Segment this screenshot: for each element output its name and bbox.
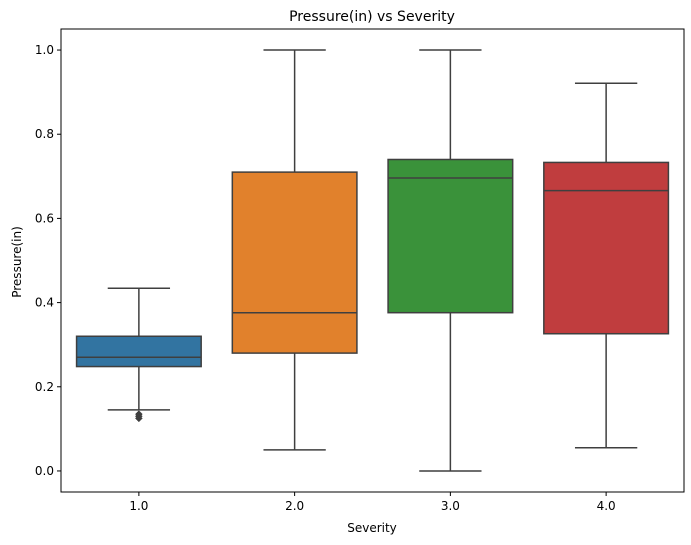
y-tick-label: 0.4 xyxy=(35,296,54,310)
box-group-3.0 xyxy=(387,49,514,472)
y-axis: 0.0 0.2 0.4 0.6 0.8 1.0 xyxy=(35,43,61,478)
x-tick-label: 4.0 xyxy=(597,499,616,513)
iqr-box xyxy=(231,171,358,354)
y-tick-label: 0.2 xyxy=(35,380,54,394)
iqr-box xyxy=(543,161,670,335)
box-group-4.0 xyxy=(543,82,670,449)
plot-area xyxy=(60,28,685,493)
y-tick-label: 0.6 xyxy=(35,211,54,225)
box-group-2.0 xyxy=(231,49,358,451)
x-tick-label: 2.0 xyxy=(285,499,304,513)
x-axis: 1.0 2.0 3.0 4.0 xyxy=(129,492,616,513)
y-tick-label: 0.8 xyxy=(35,127,54,141)
plot-frame xyxy=(60,28,685,493)
chart-title: Pressure(in) vs Severity xyxy=(289,9,455,25)
box-group-1.0 xyxy=(75,287,202,423)
y-tick-label: 1.0 xyxy=(35,43,54,57)
x-tick-label: 1.0 xyxy=(129,499,148,513)
x-axis-label: Severity xyxy=(347,521,397,535)
iqr-box xyxy=(387,158,514,314)
y-axis-label: Pressure(in) xyxy=(10,226,24,298)
outlier-point xyxy=(135,410,143,418)
y-tick-label: 0.0 xyxy=(35,464,54,478)
x-tick-label: 3.0 xyxy=(441,499,460,513)
iqr-box xyxy=(75,335,202,368)
boxes-layer xyxy=(75,49,670,472)
